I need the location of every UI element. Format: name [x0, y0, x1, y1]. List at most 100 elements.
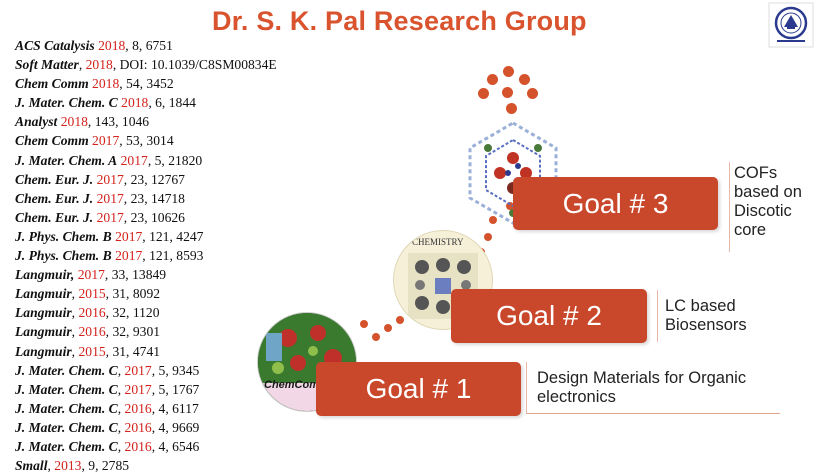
publication-year: 2015	[78, 286, 106, 302]
journal-name: Analyst	[15, 114, 58, 130]
publication-year: 2017	[115, 248, 143, 264]
publication-year: 2016	[124, 419, 152, 435]
goal-2-description: LC based Biosensors	[665, 297, 747, 334]
publication-item: J. Mater. Chem. A 2017, 5, 21820	[15, 151, 355, 170]
publication-year: 2017	[77, 267, 105, 283]
journal-name: Chem. Eur. J.	[15, 190, 94, 206]
separator: ,	[71, 286, 79, 302]
publication-details: , 5, 9345	[151, 362, 200, 378]
publication-year: 2016	[78, 324, 106, 340]
publication-details: , 121, 8593	[142, 248, 204, 264]
publication-item: J. Mater. Chem. C, 2016, 4, 6117	[15, 399, 355, 418]
publication-details: , 23, 10626	[123, 209, 185, 225]
publication-year: 2016	[124, 400, 152, 416]
publication-year: 2018	[121, 95, 149, 111]
publication-details: , 8, 6751	[125, 38, 173, 53]
publication-item: Langmuir, 2016, 32, 9301	[15, 322, 355, 341]
journal-name: J. Mater. Chem. C	[15, 438, 118, 454]
journal-name: J. Mater. Chem. C	[15, 362, 118, 378]
publication-item: J. Mater. Chem. C, 2017, 5, 1767	[15, 380, 355, 399]
page-title: Dr. S. K. Pal Research Group	[212, 6, 587, 36]
publication-details: , 23, 14718	[123, 190, 185, 206]
publication-year: 2017	[92, 133, 120, 149]
separator: ,	[47, 458, 55, 474]
publication-year: 2015	[78, 343, 106, 359]
separator: ,	[117, 381, 125, 397]
publication-year: 2017	[96, 171, 124, 187]
publication-item: ACS Catalysis 2018, 8, 6751	[15, 36, 355, 55]
journal-name: J. Mater. Chem. C	[15, 400, 118, 416]
publication-year: 2017	[115, 228, 143, 244]
publication-item: Langmuir, 2016, 32, 1120	[15, 303, 355, 322]
publication-item: Analyst 2018, 143, 1046	[15, 112, 355, 131]
separator: ,	[78, 57, 86, 73]
journal-name: J. Mater. Chem. C	[15, 95, 118, 111]
publication-item: J. Mater. Chem. C, 2016, 4, 6546	[15, 437, 355, 456]
publication-details: , 4, 6117	[151, 400, 199, 416]
separator: ,	[71, 305, 79, 321]
publication-item: Chem Comm 2017, 53, 3014	[15, 131, 355, 150]
publication-details: , 5, 21820	[147, 152, 203, 168]
journal-name: J. Mater. Chem. A	[15, 152, 118, 168]
publication-details: , 5, 1767	[151, 381, 200, 397]
separator: ,	[117, 438, 125, 454]
separator: ,	[117, 419, 125, 435]
separator: ,	[71, 343, 79, 359]
journal-name: Langmuir	[15, 324, 72, 340]
publication-item: Langmuir, 2015, 31, 8092	[15, 284, 355, 303]
goal-3-description: COFs based on Discotic core	[734, 164, 802, 239]
publication-year: 2017	[124, 381, 152, 397]
journal-name: Langmuir	[15, 343, 72, 359]
publication-details: , 31, 4741	[105, 343, 161, 359]
publication-details: , 32, 9301	[105, 324, 161, 340]
publication-year: 2017	[96, 190, 124, 206]
journal-name: J. Mater. Chem. C	[15, 381, 118, 397]
publication-item: Langmuir, 2017, 33, 13849	[15, 265, 355, 284]
journal-name: J. Phys. Chem. B	[15, 228, 112, 244]
publication-details: , 23, 12767	[123, 171, 185, 187]
publication-year: 2018	[98, 38, 126, 53]
goal-2-banner: Goal # 2	[451, 289, 647, 343]
publication-item: J. Mater. Chem. C, 2016, 4, 9669	[15, 418, 355, 437]
publication-item: J. Phys. Chem. B 2017, 121, 8593	[15, 246, 355, 265]
publication-list: ACS Catalysis 2018, 8, 6751 Soft Matter, …	[15, 36, 355, 475]
publication-item: Chem. Eur. J. 2017, 23, 12767	[15, 170, 355, 189]
journal-name: Chem Comm	[15, 133, 93, 149]
goal-1-divider	[526, 362, 527, 414]
journal-name: J. Mater. Chem. C	[15, 419, 118, 435]
publication-details: , 31, 8092	[105, 286, 161, 302]
journal-name: Chem. Eur. J.	[15, 209, 94, 225]
separator: ,	[71, 324, 79, 340]
publication-details: , DOI: 10.1039/C8SM00834E	[112, 57, 277, 73]
journal-name: ACS Catalysis	[15, 38, 95, 53]
journal-name: Langmuir	[15, 305, 72, 321]
goal-2-divider	[657, 290, 658, 342]
publication-year: 2016	[78, 305, 106, 321]
publication-year: 2018	[92, 76, 120, 92]
journal-name: Chem. Eur. J.	[15, 171, 94, 187]
goal-1-description: Design Materials for Organic electronics	[537, 369, 747, 406]
goal-1-banner: Goal # 1	[316, 362, 521, 416]
publication-year: 2013	[54, 458, 82, 474]
publication-item: Small, 2013, 9, 2785	[15, 456, 355, 475]
publication-details: , 53, 3014	[119, 133, 174, 149]
institute-logo	[768, 2, 814, 48]
publication-item: J. Phys. Chem. B 2017, 121, 4247	[15, 227, 355, 246]
publication-details: , 54, 3452	[119, 76, 174, 92]
journal-name: Soft Matter	[15, 57, 79, 73]
publication-item: J. Mater. Chem. C 2018, 6, 1844	[15, 93, 355, 112]
publication-details: , 6, 1844	[148, 95, 196, 111]
publication-details: , 32, 1120	[105, 305, 160, 321]
publication-year: 2017	[96, 209, 124, 225]
publication-details: , 143, 1046	[87, 114, 150, 130]
goal-1-underline	[526, 413, 780, 414]
separator: ,	[117, 400, 125, 416]
journal-name: J. Phys. Chem. B	[15, 248, 112, 264]
publication-details: , 9, 2785	[81, 458, 130, 474]
publication-details: , 4, 9669	[151, 419, 200, 435]
publication-year: 2018	[60, 114, 88, 130]
publication-year: 2018	[85, 57, 113, 73]
publication-year: 2017	[120, 152, 148, 168]
publication-item: Langmuir, 2015, 31, 4741	[15, 342, 355, 361]
publication-item: Chem. Eur. J. 2017, 23, 10626	[15, 208, 355, 227]
